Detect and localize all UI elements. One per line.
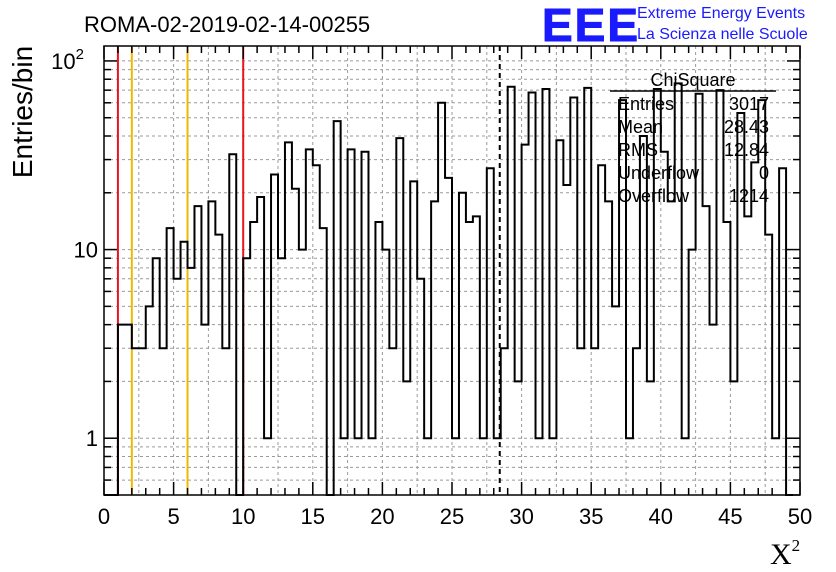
x-tick-label: 25	[440, 504, 464, 529]
stats-overflow-label: Overflow	[618, 186, 690, 206]
x-axis-label-sup: 2	[792, 536, 801, 555]
eee-logo-line2: La Scienza nelle Scuole	[637, 26, 808, 43]
stats-rms-value: 12.84	[724, 140, 769, 160]
stats-entries-value: 3017	[729, 94, 769, 114]
x-tick-label: 10	[231, 504, 255, 529]
x-tick-label: 15	[301, 504, 325, 529]
y-tick-label: 102	[51, 46, 84, 74]
eee-logo-line1: Extreme Energy Events	[637, 5, 805, 22]
stats-underflow-value: 0	[759, 163, 769, 183]
stats-mean-value: 28.43	[724, 117, 769, 137]
vline-group	[116, 46, 501, 495]
x-axis-label: X2	[770, 536, 800, 571]
x-tick-label: 40	[649, 504, 673, 529]
x-tick-label: 30	[509, 504, 533, 529]
x-tick-label: 5	[167, 504, 179, 529]
x-tick-label: 35	[579, 504, 603, 529]
stats-box: ChiSquare Entries 3017 Mean 28.43 RMS 12…	[610, 70, 776, 206]
stats-overflow-value: 1214	[729, 186, 769, 206]
histogram-series	[104, 82, 794, 496]
chart-title: ROMA-02-2019-02-14-00255	[84, 12, 370, 37]
x-tick-label: 50	[788, 504, 812, 529]
x-tick-label: 20	[370, 504, 394, 529]
y-tick-label: 10	[74, 238, 98, 263]
y-tick-label: 1	[86, 426, 98, 451]
x-axis-label-main: X	[770, 538, 792, 571]
stats-underflow-label: Underflow	[618, 163, 700, 183]
y-axis-label: Entries/bin	[7, 46, 38, 178]
x-tick-label: 0	[98, 504, 110, 529]
stats-rms-label: RMS	[618, 140, 658, 160]
eee-logo: EEE Extreme Energy Events La Scienza nel…	[542, 0, 808, 52]
stats-mean-label: Mean	[618, 117, 663, 137]
stats-entries-label: Entries	[618, 94, 674, 114]
x-tick-label: 45	[718, 504, 742, 529]
stats-box-name: ChiSquare	[650, 70, 735, 90]
eee-logo-mark: EEE	[542, 0, 640, 51]
y-tick-label-exponent: 2	[76, 46, 84, 63]
